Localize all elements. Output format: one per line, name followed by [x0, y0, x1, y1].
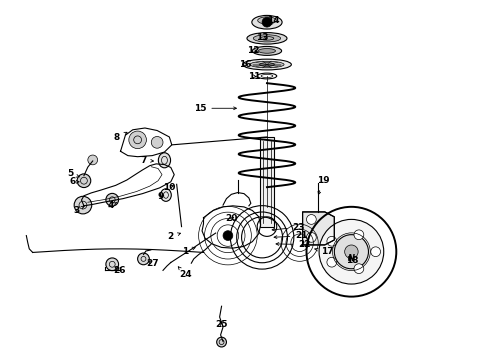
Ellipse shape — [252, 15, 282, 29]
Circle shape — [334, 235, 368, 269]
Text: 3: 3 — [74, 206, 84, 215]
Ellipse shape — [161, 189, 171, 201]
Circle shape — [262, 17, 272, 27]
Text: 25: 25 — [215, 320, 228, 329]
Ellipse shape — [258, 49, 275, 53]
Circle shape — [138, 253, 149, 265]
Text: 12: 12 — [246, 46, 259, 55]
Text: 1: 1 — [182, 247, 195, 256]
Text: 7: 7 — [140, 156, 153, 165]
Text: N: N — [348, 255, 355, 264]
Text: 27: 27 — [146, 259, 159, 268]
Circle shape — [106, 193, 119, 206]
Ellipse shape — [253, 35, 281, 42]
Text: 11: 11 — [247, 72, 260, 81]
Circle shape — [88, 155, 98, 165]
Ellipse shape — [243, 59, 292, 70]
Circle shape — [129, 131, 147, 149]
Text: 16: 16 — [239, 60, 251, 69]
Text: 13: 13 — [256, 33, 269, 42]
Ellipse shape — [250, 61, 284, 68]
Text: 23: 23 — [272, 223, 305, 232]
Text: 5: 5 — [67, 169, 79, 178]
Text: 17: 17 — [315, 247, 333, 256]
Circle shape — [217, 337, 226, 347]
Circle shape — [74, 196, 92, 214]
Circle shape — [151, 136, 163, 148]
Text: 4: 4 — [108, 201, 117, 210]
Circle shape — [371, 247, 381, 257]
Text: 19: 19 — [317, 176, 329, 194]
Text: 18: 18 — [346, 256, 359, 265]
Circle shape — [327, 257, 337, 267]
Ellipse shape — [247, 33, 287, 44]
Text: 24: 24 — [178, 267, 192, 279]
Circle shape — [327, 237, 337, 246]
Circle shape — [77, 174, 91, 188]
FancyBboxPatch shape — [260, 137, 274, 226]
Circle shape — [319, 219, 384, 284]
Text: 14: 14 — [267, 16, 280, 25]
Text: 10: 10 — [163, 183, 175, 192]
Text: 2: 2 — [168, 232, 180, 241]
Circle shape — [354, 264, 364, 274]
Circle shape — [354, 230, 364, 240]
Text: 9: 9 — [158, 192, 164, 201]
Circle shape — [106, 258, 119, 271]
Ellipse shape — [252, 46, 282, 55]
Text: 21: 21 — [274, 231, 308, 240]
Circle shape — [223, 231, 233, 240]
Text: 22: 22 — [276, 240, 311, 249]
Text: 20: 20 — [225, 214, 238, 223]
Ellipse shape — [258, 17, 276, 24]
Text: 8: 8 — [114, 132, 127, 142]
Text: 26: 26 — [113, 266, 125, 275]
Text: 6: 6 — [69, 177, 79, 186]
Ellipse shape — [158, 153, 171, 168]
Text: 15: 15 — [194, 104, 236, 113]
Circle shape — [344, 245, 358, 258]
Polygon shape — [303, 212, 334, 245]
Circle shape — [307, 233, 316, 242]
Circle shape — [307, 215, 316, 224]
